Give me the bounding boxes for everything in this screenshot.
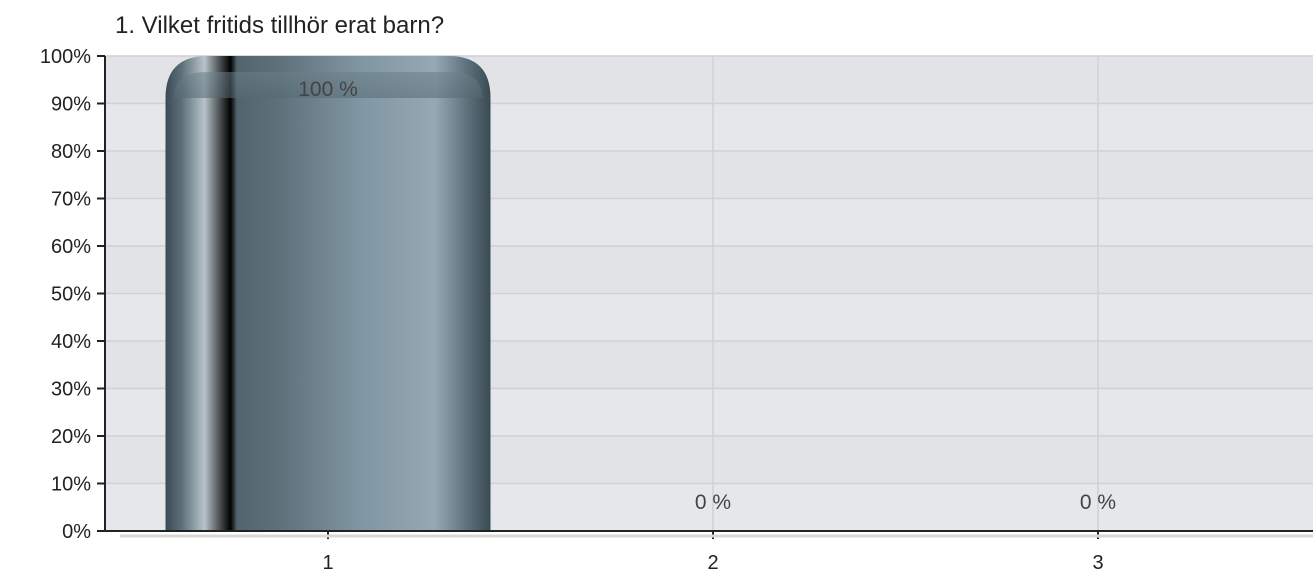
x-tick-label: 1 bbox=[322, 552, 333, 574]
bar-1 bbox=[165, 56, 491, 531]
bar-cap-1 bbox=[173, 72, 483, 98]
x-tick-label: 2 bbox=[707, 552, 718, 574]
y-tick-label: 100% bbox=[40, 46, 91, 68]
bars bbox=[165, 56, 491, 531]
y-tick-label: 70% bbox=[51, 189, 91, 211]
y-tick-label: 10% bbox=[51, 474, 91, 496]
chart-title: 1. Vilket fritids tillhör erat barn? bbox=[115, 12, 445, 39]
value-label-2: 0 % bbox=[695, 491, 731, 514]
y-tick-label: 20% bbox=[51, 426, 91, 448]
y-tick-label: 40% bbox=[51, 331, 91, 353]
y-tick-label: 50% bbox=[51, 284, 91, 306]
y-tick-label: 90% bbox=[51, 94, 91, 116]
labels: 0% 10% 20% 30% 40% 50% 60% 70% 80% 90% 100% 100 % 1 0… bbox=[40, 46, 1116, 574]
y-tick-label: 80% bbox=[51, 141, 91, 163]
y-tick-label: 30% bbox=[51, 379, 91, 401]
y-tick-label: 60% bbox=[51, 236, 91, 258]
axes bbox=[97, 55, 1313, 539]
x-tick-label: 3 bbox=[1092, 552, 1103, 574]
y-tick-label: 0% bbox=[62, 521, 91, 543]
value-label-3: 0 % bbox=[1080, 491, 1116, 514]
value-label-1: 100 % bbox=[298, 78, 358, 101]
